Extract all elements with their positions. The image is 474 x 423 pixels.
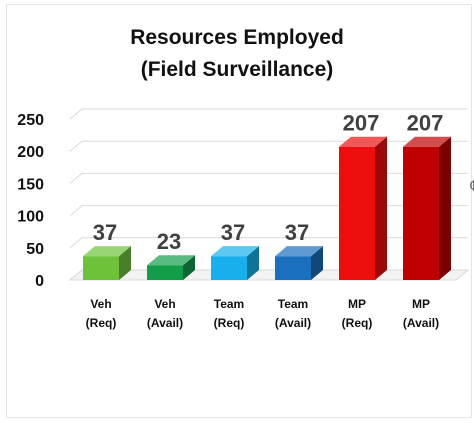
bar-front (275, 256, 311, 280)
category-label: (Avail) (275, 316, 311, 330)
chart-title-line-2: (Field Surveillance) (140, 58, 334, 81)
x-axis-categories: Veh (Req) Veh (Avail) Team (Req) Team (Avail) MP… (86, 297, 439, 330)
data-label: 37 (93, 220, 117, 245)
y-tick-label: 50 (26, 241, 44, 258)
bar (83, 246, 131, 280)
category-label: (Req) (214, 316, 245, 330)
category-label: Team (278, 297, 308, 311)
bar-front (339, 146, 375, 280)
bars (83, 136, 451, 280)
bar-top (403, 136, 451, 147)
chart-title-line-1: Resources Employed (130, 26, 344, 49)
y-axis-ticks: 0 50 100 150 200 250 (17, 112, 44, 290)
bar (339, 136, 387, 280)
category-label: (Avail) (147, 316, 183, 330)
category-label: Veh (154, 297, 175, 311)
category-label: MP (348, 297, 366, 311)
y-tick-label: 200 (17, 144, 44, 161)
category-label: (Req) (342, 316, 373, 330)
gridline (69, 140, 468, 152)
bar-top (211, 246, 259, 257)
data-label: 37 (285, 220, 309, 245)
bar-top (147, 255, 195, 266)
data-label: 37 (221, 220, 245, 245)
bar-side (439, 136, 451, 280)
bar-side (375, 136, 387, 280)
bar-front (403, 146, 439, 280)
data-labels: 37 23 37 37 207 207 (93, 111, 444, 254)
bar-side (311, 246, 323, 280)
category-label: Veh (90, 297, 111, 311)
bar (211, 246, 259, 280)
data-label: 207 (343, 111, 380, 136)
y-tick-label: 0 (35, 273, 44, 290)
bar-front (83, 256, 119, 280)
bar (403, 136, 451, 280)
category-label: (Avail) (403, 316, 439, 330)
category-label: MP (412, 297, 430, 311)
bar-top (339, 136, 387, 147)
category-label: Team (214, 297, 244, 311)
y-tick-label: 250 (17, 112, 44, 129)
chart-frame (6, 4, 472, 418)
bar (147, 255, 195, 280)
bar-side (119, 246, 131, 280)
bar-front (211, 256, 247, 280)
data-label: 23 (157, 229, 181, 254)
bar-side (247, 246, 259, 280)
bar-top (275, 246, 323, 257)
category-label: (Req) (86, 316, 117, 330)
chart-title: Resources Employed (Field Surveillance) (0, 22, 474, 86)
bar (275, 246, 323, 280)
y-tick-label: 100 (17, 209, 44, 226)
gridline (69, 108, 468, 120)
data-label: 207 (407, 111, 444, 136)
clipped-glyph: ¢ (469, 178, 474, 195)
bar-top (83, 246, 131, 257)
bar-side (183, 255, 195, 280)
y-tick-label: 150 (17, 176, 44, 193)
bar-front (147, 265, 183, 280)
